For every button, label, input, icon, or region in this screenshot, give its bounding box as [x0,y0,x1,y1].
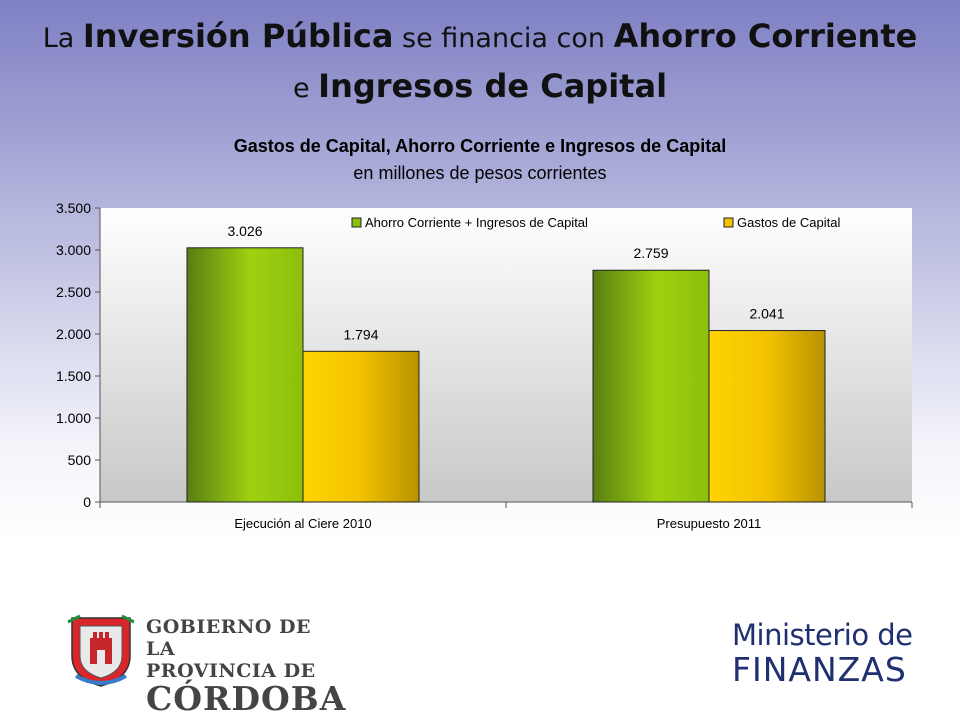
slide-title-line-1: La Inversión Pública se financia con Aho… [0,14,960,64]
title-part: se financia con [393,23,614,54]
x-tick-label: Presupuesto 2011 [657,516,762,531]
legend-label: Ahorro Corriente + Ingresos de Capital [365,215,588,230]
chart-title: Gastos de Capital, Ahorro Corriente e In… [233,136,727,156]
y-tick-label: 2.000 [56,326,91,342]
gobierno-line-2: PROVINCIA DE [146,660,316,682]
ministerio-line-2: FINANZAS [732,650,907,689]
title-part: Ingresos de Capital [318,67,668,105]
title-part: Inversión Pública [82,17,394,55]
bar [592,269,710,503]
cordoba-coat-of-arms-icon [67,614,135,687]
ministerio-finanzas-logo: Ministerio de FINANZAS [732,618,917,700]
gobierno-text: GOBIERNO DE LA PROVINCIA DE CÓRDOBA [146,616,346,716]
chart-subtitle: en millones de pesos corrientes [353,163,607,183]
bar [302,350,420,503]
bar-chart-svg: 0 500 1.000 1.500 2.000 2.500 3.000 3.500 3.026 1… [56,200,913,531]
data-label: 1.794 [343,326,378,342]
y-tick-label: 3.000 [56,242,91,258]
legend-label: Gastos de Capital [737,215,840,230]
y-tick-label: 3.500 [56,200,91,216]
y-tick-label: 1.000 [56,410,91,426]
data-label: 2.759 [633,245,668,261]
ministerio-text: Ministerio de FINANZAS [732,618,913,688]
data-label: 3.026 [227,223,262,239]
title-part: La [42,23,83,54]
y-tick-label: 0 [83,494,91,510]
gobierno-line-1: GOBIERNO DE LA [146,616,311,660]
y-tick-label: 2.500 [56,284,91,300]
x-tick-label: Ejecución al Ciere 2010 [234,516,371,531]
slide-title: La Inversión Pública se financia con Aho… [0,14,960,114]
data-label: 2.041 [749,306,784,322]
y-tick-label: 500 [68,452,92,468]
y-tick-label: 1.500 [56,368,91,384]
chart: Gastos de Capital, Ahorro Corriente e In… [0,130,960,540]
gobierno-cordoba-logo: GOBIERNO DE LA PROVINCIA DE CÓRDOBA [66,612,345,716]
legend-swatch [723,217,734,228]
bar [186,247,304,503]
title-part: e [292,73,319,104]
title-part: Ahorro Corriente [613,17,918,55]
gobierno-line-3: CÓRDOBA [146,679,347,718]
ministerio-line-1: Ministerio de [732,618,913,652]
slide-title-line-2: e Ingresos de Capital [0,64,960,114]
bar [708,330,826,503]
legend-swatch [351,217,362,228]
